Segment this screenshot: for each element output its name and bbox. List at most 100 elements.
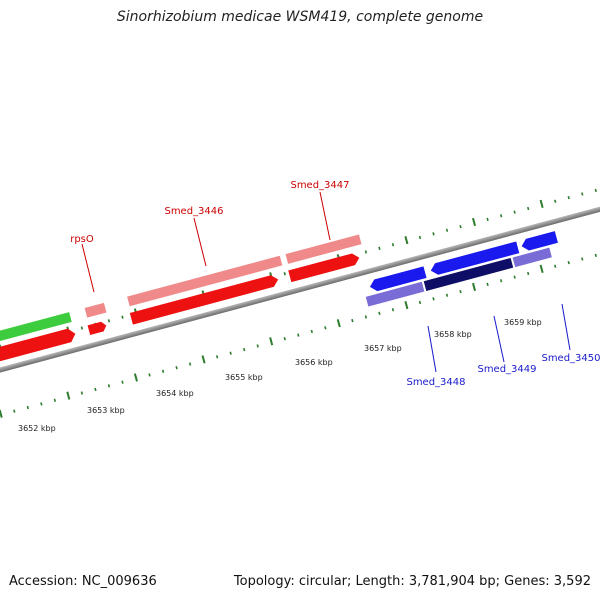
minor-tick — [215, 355, 219, 359]
minor-tick — [107, 319, 111, 323]
gene-arrow[interactable] — [87, 321, 108, 336]
minor-tick — [432, 297, 435, 301]
minor-tick — [581, 192, 584, 196]
major-tick — [0, 409, 3, 418]
minor-tick — [567, 195, 570, 200]
major-tick — [269, 337, 274, 346]
minor-tick — [527, 206, 530, 211]
tick-label: 3656 kbp — [295, 358, 333, 367]
minor-tick — [499, 279, 503, 283]
minor-tick — [283, 337, 286, 341]
gene-label-smed-3450[interactable]: Smed_3450 — [541, 353, 600, 364]
label-leaders — [81, 191, 571, 373]
inner-tick-row — [0, 253, 597, 418]
minor-tick — [378, 311, 381, 315]
genome-summary-text: Topology: circular; Length: 3,781,904 bp… — [233, 574, 591, 589]
minor-tick — [324, 326, 327, 330]
minor-tick — [283, 272, 286, 276]
minor-tick — [121, 315, 124, 319]
gene-arrow[interactable] — [288, 252, 361, 283]
minor-tick — [161, 369, 165, 373]
minor-tick — [459, 224, 462, 229]
accession-text: Accession: NC_009636 — [9, 574, 157, 589]
minor-tick — [459, 289, 462, 294]
gene-arrow[interactable] — [0, 327, 77, 364]
minor-tick — [594, 188, 597, 193]
genome-backbone — [0, 196, 600, 378]
minor-tick — [229, 351, 232, 355]
minor-tick — [499, 214, 503, 218]
gene-arrow[interactable] — [368, 266, 427, 292]
reverse-features-row2 — [365, 247, 552, 307]
gene-bar[interactable] — [285, 234, 362, 264]
gene-bar[interactable] — [423, 257, 514, 291]
major-tick — [336, 319, 341, 328]
minor-tick — [432, 232, 435, 236]
gene-bar[interactable] — [512, 247, 552, 268]
minor-tick — [13, 409, 16, 413]
tick-label: 3657 kbp — [364, 344, 402, 353]
minor-tick — [188, 362, 192, 366]
minor-tick — [107, 384, 111, 388]
tick-label: 3652 kbp — [18, 424, 56, 433]
minor-tick — [486, 282, 489, 287]
major-tick — [539, 264, 544, 273]
minor-tick — [594, 253, 597, 258]
gene-bar[interactable] — [127, 255, 283, 307]
gene-label-smed-3449[interactable]: Smed_3449 — [477, 364, 536, 375]
gene-bar[interactable] — [0, 312, 72, 344]
major-tick — [404, 300, 409, 310]
minor-tick — [40, 402, 43, 406]
major-tick — [66, 391, 71, 400]
gene-arrow[interactable] — [520, 231, 558, 252]
tick-label: 3658 kbp — [434, 330, 472, 339]
minor-tick — [378, 246, 381, 250]
minor-tick — [391, 308, 395, 312]
minor-tick — [567, 260, 570, 265]
gene-label-smed-3447[interactable]: Smed_3447 — [290, 180, 349, 191]
minor-tick — [364, 250, 368, 254]
minor-tick — [418, 235, 422, 240]
minor-tick — [148, 373, 151, 377]
forward-features-row2 — [0, 252, 361, 364]
minor-tick — [554, 264, 557, 268]
tick-label: 3653 kbp — [87, 406, 125, 415]
minor-tick — [297, 333, 300, 337]
major-tick — [133, 373, 138, 382]
minor-tick — [391, 243, 395, 247]
minor-tick — [53, 398, 57, 402]
gene-labels: rpsO Smed_3446 Smed_3447 Smed_3448 Smed_… — [70, 180, 600, 388]
minor-tick — [554, 199, 557, 203]
major-tick — [404, 235, 409, 245]
reverse-features-row1 — [368, 231, 558, 292]
gene-arrow[interactable] — [129, 274, 280, 325]
minor-tick — [26, 405, 29, 410]
gene-label-smed-3448[interactable]: Smed_3448 — [406, 377, 465, 388]
minor-tick — [445, 228, 449, 232]
major-tick — [472, 282, 477, 292]
gene-bar[interactable] — [84, 302, 107, 318]
tick-labels: 3652 kbp 3653 kbp 3654 kbp 3655 kbp 3656… — [18, 318, 542, 433]
minor-tick — [418, 300, 422, 305]
minor-tick — [445, 293, 449, 297]
gene-label-rpso[interactable]: rpsO — [70, 234, 94, 245]
minor-tick — [175, 366, 178, 370]
tick-label: 3655 kbp — [225, 373, 263, 382]
minor-tick — [351, 318, 354, 323]
minor-tick — [243, 347, 246, 352]
major-tick — [201, 355, 206, 364]
minor-tick — [486, 217, 489, 222]
gene-label-smed-3446[interactable]: Smed_3446 — [164, 206, 223, 217]
major-tick — [539, 199, 544, 208]
minor-tick — [513, 210, 516, 214]
minor-tick — [513, 275, 516, 279]
minor-tick — [256, 344, 259, 348]
tick-label: 3654 kbp — [156, 389, 194, 398]
gene-arrow[interactable] — [429, 241, 520, 276]
gene-bar[interactable] — [365, 281, 425, 307]
minor-tick — [121, 380, 124, 384]
minor-tick — [310, 329, 313, 334]
minor-tick — [527, 271, 530, 276]
major-tick — [472, 217, 477, 227]
